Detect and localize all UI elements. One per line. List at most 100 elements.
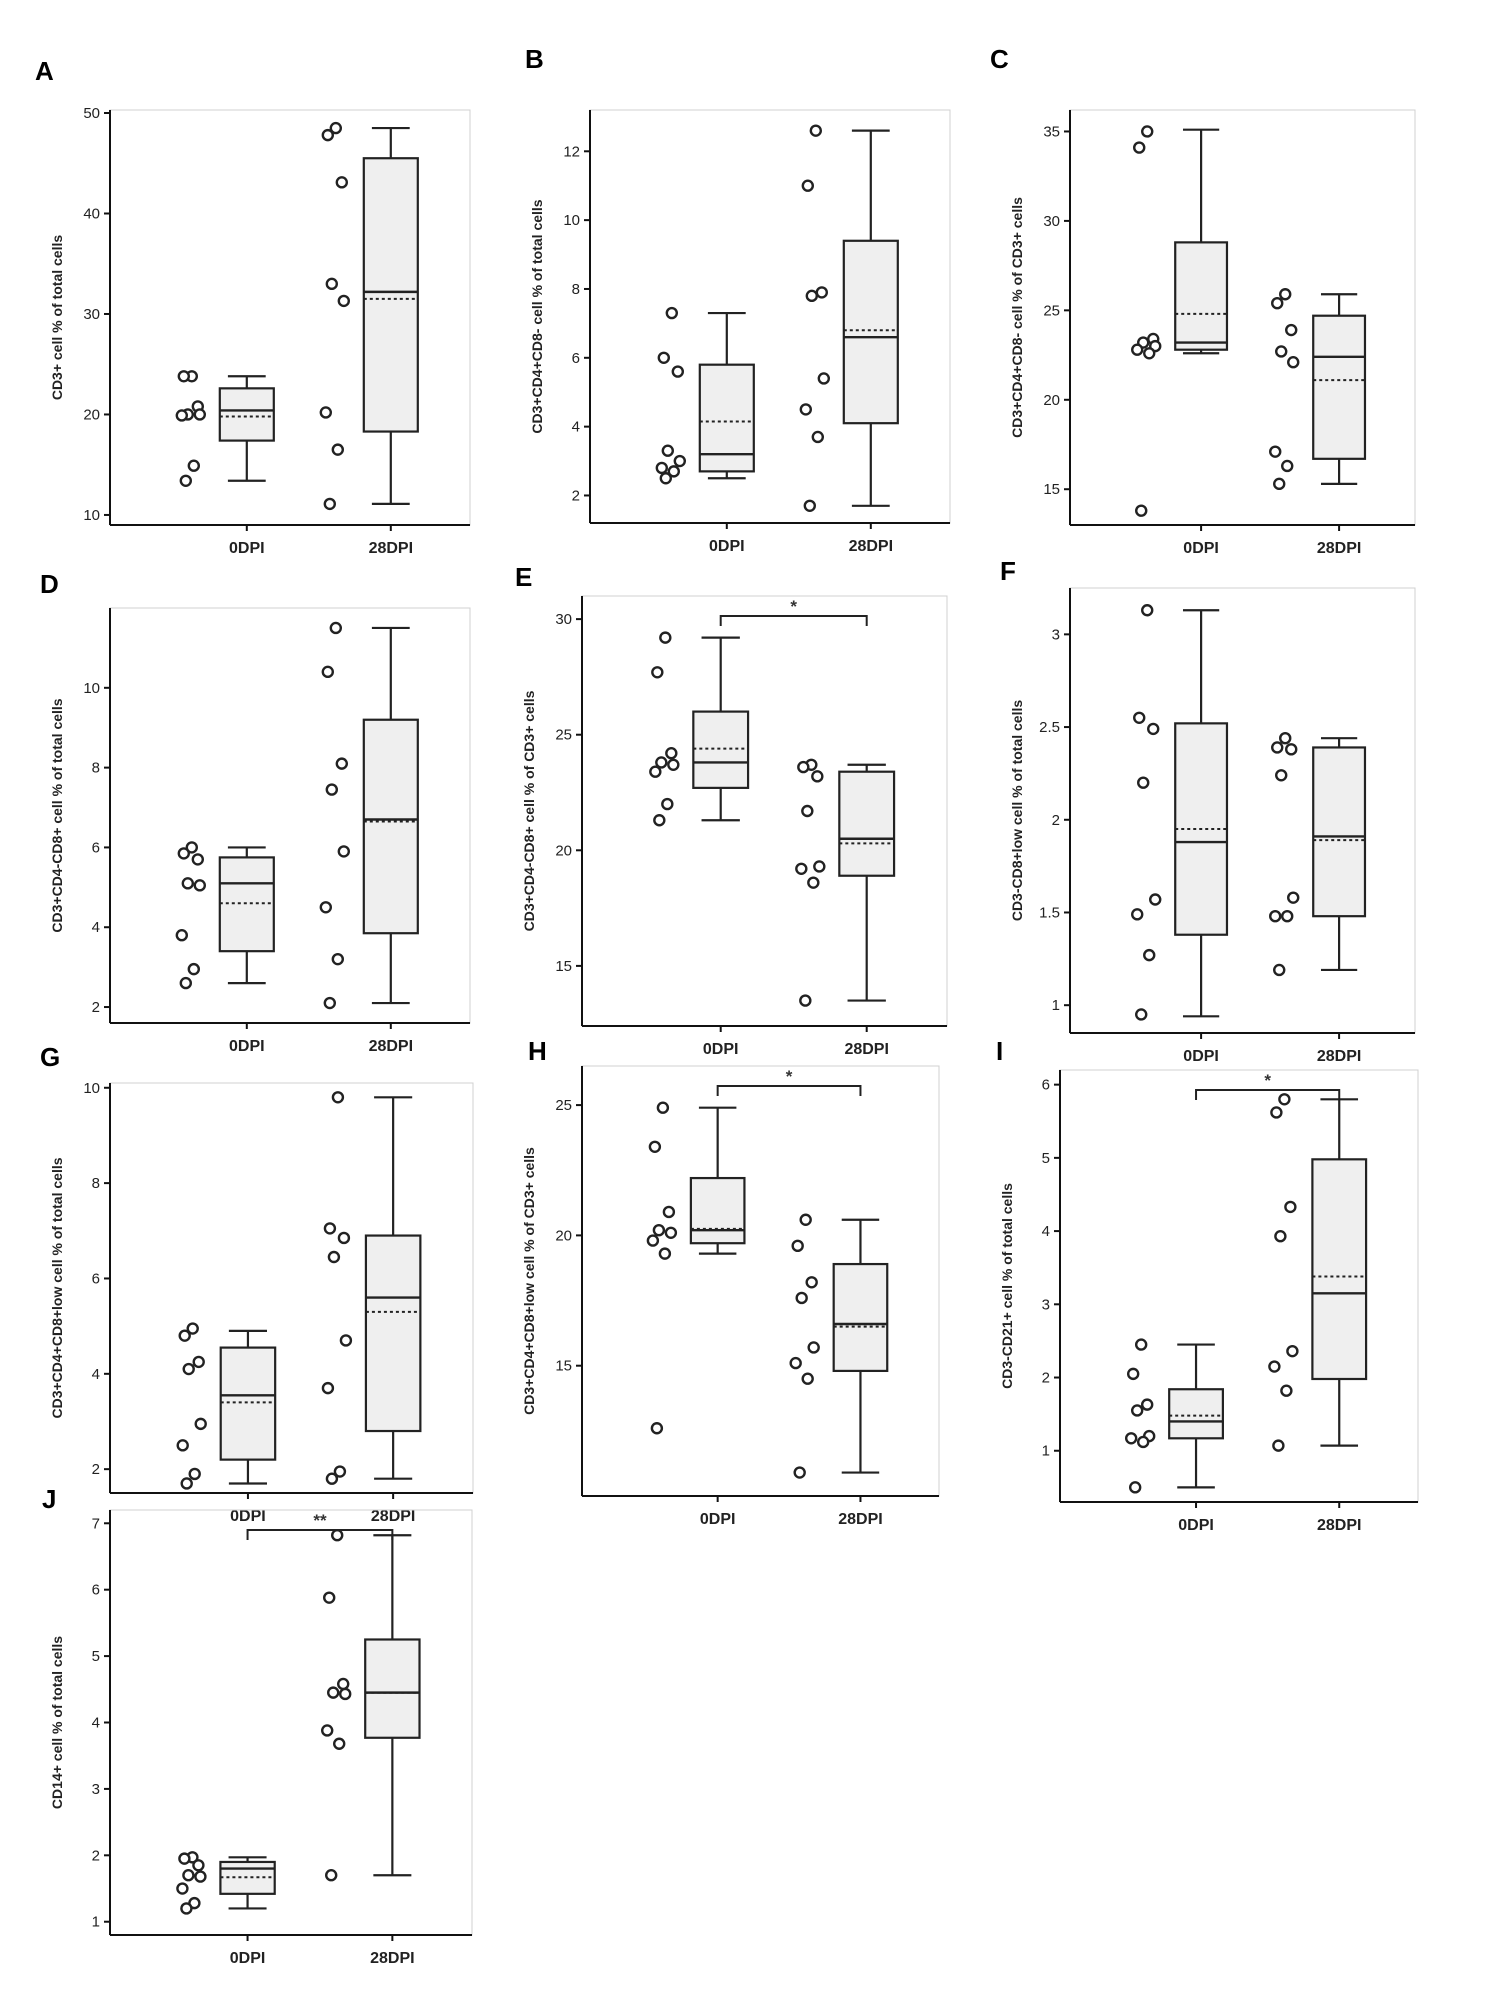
data-point <box>658 1247 672 1260</box>
data-point <box>797 760 810 774</box>
box-28dpi <box>319 121 419 511</box>
data-point <box>339 1687 352 1701</box>
iqr-box <box>219 1346 277 1461</box>
y-tick-label: 15 <box>555 958 572 975</box>
data-point <box>335 176 348 189</box>
data-point <box>646 1234 660 1247</box>
significance-marker: * <box>790 597 797 616</box>
y-tick-label: 25 <box>555 727 572 744</box>
data-point <box>329 121 342 135</box>
iqr-box <box>832 1262 889 1373</box>
data-point <box>337 1677 350 1691</box>
iqr-box <box>1174 241 1229 351</box>
significance-bracket <box>246 1529 394 1540</box>
data-point <box>801 1372 814 1385</box>
data-point <box>809 124 822 137</box>
data-point <box>1124 1432 1138 1445</box>
data-point <box>192 1859 205 1872</box>
data-point <box>321 128 334 142</box>
y-tick-label: 6 <box>572 350 580 367</box>
x-category-label: 0DPI <box>229 540 265 557</box>
y-tick-label: 20 <box>1043 392 1060 409</box>
panel-a: A 10 20 30 40 50 CD3+ cell % of total cells 0DP… <box>35 56 471 557</box>
data-point <box>175 929 189 942</box>
data-point <box>662 1205 676 1219</box>
data-point <box>333 1465 347 1478</box>
data-point <box>185 841 199 854</box>
data-point <box>194 1870 207 1883</box>
data-point <box>661 797 674 811</box>
y-tick-label: 2.5 <box>1039 719 1060 736</box>
x-category-label: 28DPI <box>844 1041 888 1058</box>
data-point <box>321 665 334 679</box>
x-category-label: 28DPI <box>369 1038 413 1055</box>
data-point <box>793 1466 806 1479</box>
data-point <box>791 1239 804 1253</box>
y-tick-label: 2 <box>572 487 580 504</box>
box-28dpi <box>789 1213 889 1479</box>
data-point <box>337 294 350 308</box>
data-point <box>815 286 828 299</box>
data-point <box>187 962 201 976</box>
data-point <box>649 765 662 778</box>
data-point <box>1130 1404 1144 1417</box>
y-tick-label: 2 <box>1052 812 1060 829</box>
x-category-label: 28DPI <box>1317 1048 1361 1065</box>
data-point <box>193 879 207 892</box>
x-category-label: 28DPI <box>1317 540 1361 557</box>
data-point <box>1134 1338 1148 1351</box>
significance-bracket <box>716 1085 862 1096</box>
data-point <box>1287 891 1300 904</box>
panel-letter: H <box>528 1036 547 1066</box>
iqr-box <box>362 718 419 935</box>
data-point <box>321 1381 335 1395</box>
box-0dpi <box>1131 125 1229 517</box>
data-point <box>1280 1384 1293 1397</box>
data-point <box>188 1467 201 1481</box>
data-point <box>652 1223 666 1237</box>
data-point <box>1143 948 1156 962</box>
data-point <box>333 1737 346 1750</box>
data-point <box>1285 743 1298 756</box>
data-point <box>799 994 812 1007</box>
y-tick-label: 5 <box>1042 1150 1050 1167</box>
data-point <box>191 853 205 866</box>
y-axis-label: CD3+CD4+CD8+low cell % of total cells <box>49 1157 65 1418</box>
data-point <box>327 1686 340 1699</box>
data-point <box>656 1101 670 1114</box>
y-tick-label: 2 <box>92 1847 100 1864</box>
data-point <box>187 459 201 472</box>
y-axis-label: CD14+ cell % of total cells <box>49 1636 65 1809</box>
y-tick-label: 8 <box>92 760 100 777</box>
y-tick-label: 8 <box>92 1175 100 1192</box>
panel-c: C 15 20 25 30 35 CD3+CD4+CD8- cell % of CD3+ c… <box>990 44 1416 557</box>
box-0dpi <box>649 631 750 827</box>
data-point <box>1133 711 1146 724</box>
data-point <box>673 454 686 468</box>
data-point <box>325 1472 339 1485</box>
data-point <box>664 1226 678 1239</box>
y-axis-label: CD3+CD4-CD8+ cell % of total cells <box>49 698 65 932</box>
data-point <box>1271 741 1284 754</box>
data-point <box>811 430 824 444</box>
data-point <box>805 1276 818 1289</box>
x-category-label: 28DPI <box>370 1950 414 1967</box>
y-tick-label: 4 <box>92 919 100 936</box>
iqr-box <box>698 363 755 473</box>
data-point <box>650 1422 664 1435</box>
data-point <box>323 1222 337 1235</box>
data-point <box>1141 604 1154 617</box>
data-point <box>325 783 338 796</box>
data-point <box>651 666 664 679</box>
data-point <box>667 465 680 478</box>
data-point <box>192 1355 205 1369</box>
data-point <box>337 1231 351 1245</box>
data-point <box>1281 909 1294 923</box>
data-point <box>655 756 668 769</box>
y-tick-label: 4 <box>1042 1223 1050 1240</box>
panel-letter: E <box>515 562 532 592</box>
data-point <box>807 876 820 889</box>
data-point <box>175 409 189 422</box>
x-category-label: 0DPI <box>700 1511 736 1528</box>
